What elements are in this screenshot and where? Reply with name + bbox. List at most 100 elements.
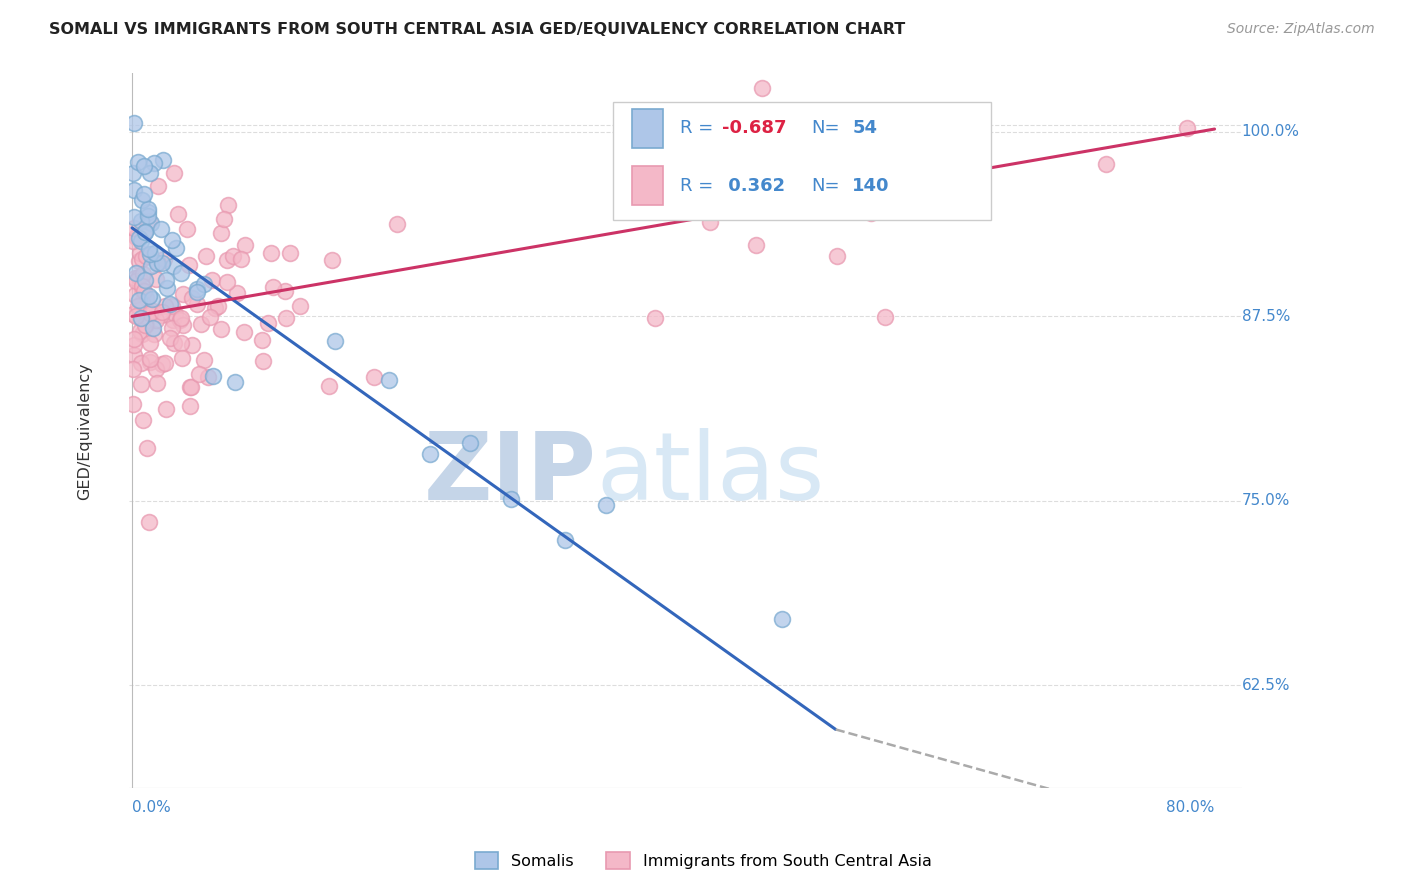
Point: [165, 241, 187, 255]
Point: [145, 361, 167, 376]
Point: [142, 156, 165, 170]
Point: [122, 307, 145, 321]
Point: [129, 377, 152, 392]
Point: [172, 351, 194, 365]
Point: [827, 249, 849, 263]
Point: [125, 273, 148, 287]
Point: [132, 285, 155, 299]
Point: [145, 272, 167, 286]
Point: [122, 183, 145, 197]
Point: [136, 441, 159, 455]
Point: [122, 397, 145, 411]
Point: [162, 300, 184, 314]
Point: [128, 270, 150, 285]
Point: [870, 126, 893, 140]
Point: [169, 312, 191, 326]
Point: [122, 165, 145, 179]
Text: R =: R =: [681, 177, 718, 194]
Point: [138, 515, 160, 529]
Point: [595, 498, 617, 512]
Point: [745, 238, 768, 252]
Point: [124, 230, 146, 244]
Point: [156, 281, 179, 295]
Point: [125, 266, 148, 280]
Point: [129, 356, 152, 370]
Point: [807, 188, 830, 202]
Point: [131, 283, 153, 297]
Point: [217, 253, 239, 268]
Point: [150, 256, 173, 270]
Point: [699, 214, 721, 228]
Point: [122, 362, 145, 376]
Point: [150, 305, 173, 319]
Point: [150, 357, 173, 371]
Point: [138, 165, 160, 179]
Text: GED/Equivalency: GED/Equivalency: [77, 362, 93, 500]
Point: [139, 216, 162, 230]
Point: [122, 235, 145, 249]
Point: [250, 333, 273, 347]
Point: [1095, 157, 1118, 171]
Point: [162, 335, 184, 350]
Text: 75.0%: 75.0%: [1241, 493, 1289, 508]
Point: [129, 234, 152, 248]
Point: [172, 318, 194, 332]
Point: [252, 354, 274, 368]
Text: -0.687: -0.687: [723, 120, 787, 137]
Point: [131, 326, 153, 341]
Point: [162, 313, 184, 327]
Point: [141, 292, 163, 306]
Point: [897, 176, 920, 190]
Point: [232, 325, 254, 339]
Point: [1177, 120, 1199, 135]
Point: [222, 249, 245, 263]
Point: [217, 275, 239, 289]
Point: [127, 299, 149, 313]
Text: 62.5%: 62.5%: [1241, 678, 1291, 693]
Bar: [633, 166, 664, 205]
Text: 80.0%: 80.0%: [1166, 799, 1215, 814]
Point: [138, 306, 160, 320]
Point: [235, 238, 257, 252]
Text: 0.0%: 0.0%: [132, 799, 170, 814]
Point: [127, 154, 149, 169]
Point: [170, 310, 193, 325]
Point: [155, 273, 177, 287]
Point: [259, 246, 281, 260]
Point: [134, 159, 156, 173]
Point: [131, 278, 153, 293]
Point: [138, 336, 160, 351]
Text: SOMALI VS IMMIGRANTS FROM SOUTH CENTRAL ASIA GED/EQUIVALENCY CORRELATION CHART: SOMALI VS IMMIGRANTS FROM SOUTH CENTRAL …: [49, 22, 905, 37]
Point: [678, 203, 700, 218]
Point: [124, 288, 146, 302]
Point: [644, 311, 666, 326]
Point: [152, 252, 174, 266]
Point: [180, 380, 202, 394]
Text: 100.0%: 100.0%: [1241, 125, 1299, 139]
Point: [142, 326, 165, 341]
Point: [179, 379, 201, 393]
Point: [134, 273, 156, 287]
Point: [131, 194, 153, 208]
Point: [128, 246, 150, 260]
Point: [128, 253, 150, 268]
Point: [159, 331, 181, 345]
Point: [186, 282, 208, 296]
Point: [202, 368, 225, 383]
Text: Source: ZipAtlas.com: Source: ZipAtlas.com: [1227, 22, 1375, 37]
Point: [363, 369, 385, 384]
Point: [139, 355, 162, 369]
Point: [195, 249, 218, 263]
Point: [129, 214, 152, 228]
Point: [159, 297, 181, 311]
Point: [132, 187, 155, 202]
Point: [167, 207, 190, 221]
Point: [146, 255, 169, 269]
Point: [152, 153, 174, 167]
Text: 54: 54: [852, 120, 877, 137]
Point: [143, 246, 166, 260]
Point: [122, 211, 145, 225]
Point: [229, 252, 252, 266]
Point: [139, 247, 162, 261]
Text: atlas: atlas: [596, 427, 825, 520]
